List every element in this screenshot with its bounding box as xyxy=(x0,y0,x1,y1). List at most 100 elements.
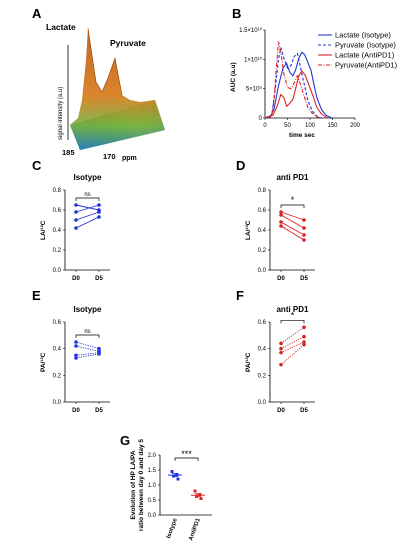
e-point-d0-2 xyxy=(74,353,78,358)
f-point-d5-1 xyxy=(302,334,306,339)
f-point-d0-1 xyxy=(279,346,283,351)
d-y-tick-label: 0.8 xyxy=(258,188,267,194)
b-y-tick-label: 1.5×10¹⁰ xyxy=(239,27,263,34)
c-pair-line-0 xyxy=(75,204,100,211)
g-y-axis-label-line: ratio between day 0 and day 5 xyxy=(138,439,145,531)
d-y-tick-label: 0.2 xyxy=(258,248,267,254)
g-y-tick-label: 2.0 xyxy=(148,453,157,459)
e-pair-line-3 xyxy=(75,353,100,359)
g-y-tick-label: 0.5 xyxy=(148,498,157,504)
d-y-tick-label: 0.0 xyxy=(258,268,267,274)
panel-letter-g: G xyxy=(120,433,130,448)
e-y-tick-label: 0.4 xyxy=(53,347,62,353)
f-point-d0-3 xyxy=(279,362,283,367)
e-point-d5-3 xyxy=(97,352,101,356)
g-x-tick-label: Isotype xyxy=(166,517,179,539)
e-point-d0-3 xyxy=(74,356,78,360)
d-point-d0-3 xyxy=(279,224,283,228)
d-point-d5-1 xyxy=(302,226,306,230)
e-y-axis-label: PA/¹³C xyxy=(40,352,47,372)
b-legend-label-0: Lactate (Isotype) xyxy=(335,31,391,40)
e-pair-line-1 xyxy=(75,345,100,352)
d-sig-label: * xyxy=(291,195,295,205)
f-sig-label: * xyxy=(291,310,295,320)
panel-letter-b: B xyxy=(232,6,241,21)
f-pair-line-2 xyxy=(280,341,305,354)
ppm-tick-170: 170 xyxy=(103,152,116,161)
c-y-tick-label: 0.2 xyxy=(53,248,62,254)
f-point-d5-3 xyxy=(302,342,306,347)
g-y-axis-label-line: Evolution of HP LA/PA xyxy=(130,450,137,519)
c-y-tick-label: 0.6 xyxy=(53,208,62,214)
d-point-d5-0 xyxy=(302,218,306,222)
panel-c-chart: Isotype 0.0 0.2 0.4 0.6 0.8 D0 D5 LA/¹³C ns xyxy=(40,173,110,282)
f-y-tick-label: 0.6 xyxy=(258,320,267,326)
e-pair-line-2 xyxy=(75,352,100,356)
d-title: anti PD1 xyxy=(276,173,309,182)
c-title: Isotype xyxy=(73,173,102,182)
f-point-d5-2 xyxy=(302,340,306,344)
d-point-d5-3 xyxy=(302,238,306,242)
d-point-d5-2 xyxy=(302,233,306,237)
panel-letter-e: E xyxy=(32,288,41,303)
f-x-tick-label: D5 xyxy=(300,408,308,414)
panel-d-chart: anti PD1 0.0 0.2 0.4 0.6 0.8 D0 D5 LA/¹³C * xyxy=(245,173,315,282)
f-y-tick-label: 0.0 xyxy=(258,400,267,406)
d-point-d0-2 xyxy=(279,220,283,224)
b-series-line-1 xyxy=(264,47,322,119)
pyruvate-peak-label: Pyruvate xyxy=(110,38,146,48)
c-point-d5-3 xyxy=(97,215,101,219)
c-y-tick-label: 0.4 xyxy=(53,228,62,234)
g-point-1-2 xyxy=(195,494,198,498)
g-sig-label: *** xyxy=(181,449,192,459)
f-point-d0-0 xyxy=(279,341,283,346)
d-y-axis-label: LA/¹³C xyxy=(245,220,252,240)
c-y-tick-label: 0.0 xyxy=(53,268,62,274)
b-x-tick-label: 0 xyxy=(263,123,267,129)
panel-letter-f: F xyxy=(236,288,244,303)
c-pair-line-2 xyxy=(75,211,100,221)
d-y-tick-label: 0.6 xyxy=(258,208,267,214)
b-x-tick-label: 150 xyxy=(327,123,338,129)
panel-e-chart: Isotype 0.0 0.2 0.4 0.6 D0 D5 PA/¹³C ns xyxy=(40,305,110,414)
panel-letter-d: D xyxy=(236,158,245,173)
c-point-d0-0 xyxy=(74,203,78,207)
b-series-line-0 xyxy=(264,51,333,119)
e-sig-label: ns xyxy=(84,329,90,335)
g-sig-bracket xyxy=(174,457,199,461)
e-sig-bracket xyxy=(75,334,100,338)
f-title: anti PD1 xyxy=(276,305,309,314)
panel-letter-c: C xyxy=(32,158,42,173)
d-x-tick-label: D5 xyxy=(300,276,308,282)
lactate-peak-label: Lactate xyxy=(46,22,76,32)
e-point-d0-0 xyxy=(74,340,78,344)
g-x-tick-label: AntiPD1 xyxy=(188,517,202,542)
f-sig-bracket xyxy=(280,319,305,324)
e-pair-line-0 xyxy=(75,341,100,350)
c-x-tick-label: D0 xyxy=(72,276,80,282)
c-pair-line-1 xyxy=(75,204,100,213)
c-point-d5-1 xyxy=(97,203,101,207)
d-y-tick-label: 0.4 xyxy=(258,228,267,234)
b-legend-label-3: Pyruvate(AntiPD1) xyxy=(335,61,398,70)
f-y-tick-label: 0.2 xyxy=(258,373,267,379)
b-y-tick-label: 5×10⁹ xyxy=(246,86,263,93)
b-y-tick-label: 0 xyxy=(259,116,263,122)
g-y-tick-label: 1.0 xyxy=(148,483,157,489)
e-title: Isotype xyxy=(73,305,102,314)
e-y-tick-label: 0.0 xyxy=(53,400,62,406)
b-series-line-3 xyxy=(264,41,322,119)
c-pair-line-3 xyxy=(75,216,100,229)
ppm-axis-label: ppm xyxy=(122,155,137,162)
e-x-tick-label: D0 xyxy=(72,408,80,414)
f-pair-line-0 xyxy=(280,326,305,344)
d-pair-line-1 xyxy=(280,214,305,229)
b-x-axis-label: time sec xyxy=(289,132,315,139)
b-x-tick-label: 50 xyxy=(284,123,291,129)
g-point-1-0 xyxy=(193,489,197,493)
ppm-tick-185: 185 xyxy=(62,148,75,157)
e-x-tick-label: D5 xyxy=(95,408,103,414)
panel-g-chart: 0.0 0.5 1.0 1.5 2.0 Isotype AntiPD1 Evolution o… xyxy=(130,439,212,542)
f-y-tick-label: 0.4 xyxy=(258,347,267,353)
